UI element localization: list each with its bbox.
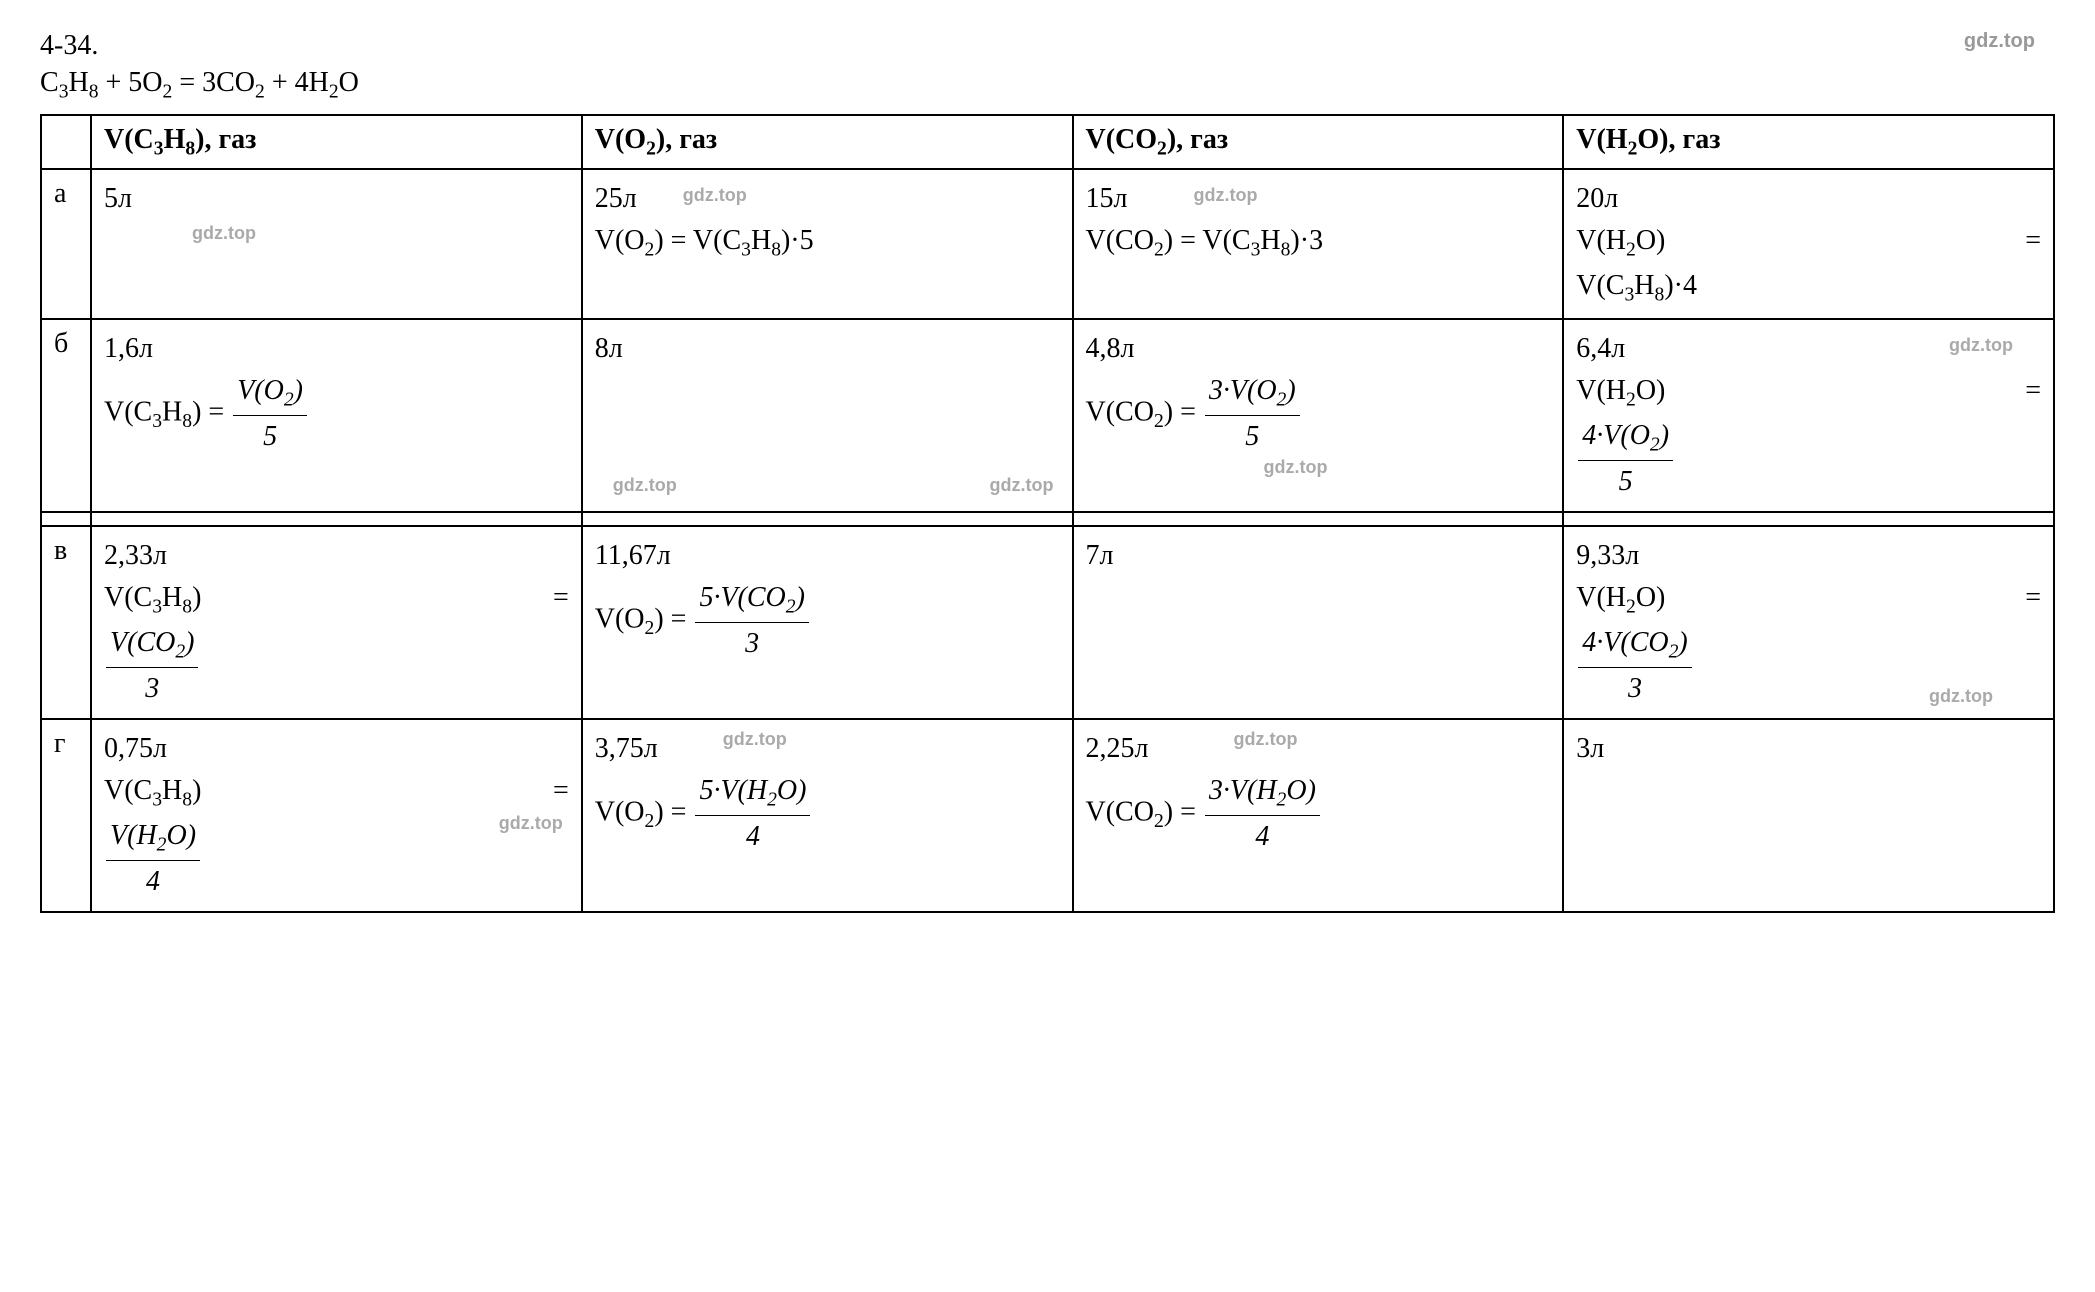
val-b-o2: 8л [595, 333, 623, 364]
watermark: gdz.top [1234, 726, 1298, 753]
cell-c-o2: 11,67л V(O2) = 5·V(CO2)3 [582, 526, 1073, 719]
watermark: gdz.top [613, 472, 677, 499]
val-a-co2: 15л [1086, 183, 1128, 214]
header-section: 4-34. C3H8 + 5O2 = 3CO2 + 4H2O [40, 30, 2055, 104]
val-d-o2: 3,75л [595, 733, 658, 764]
cell-c-c3h8: 2,33л V(C3H8)= V(CO2)3 [91, 526, 582, 719]
watermark: gdz.top [192, 220, 256, 247]
cell-d-h2o: 3л [1563, 719, 2054, 912]
val-c-c3h8: 2,33л [104, 540, 167, 571]
cell-d-o2: 3,75л V(O2) = 5·V(H2O)4 gdz.top [582, 719, 1073, 912]
row-label-a: а [41, 169, 91, 319]
watermark: gdz.top [1949, 332, 2013, 359]
row-label-b: б [41, 319, 91, 512]
val-d-co2: 2,25л [1086, 733, 1149, 764]
val-a-h2o: 20л [1576, 183, 1618, 214]
problem-number: 4-34. [40, 30, 2055, 62]
cell-b-c3h8: 1,6л V(C3H8) = V(O2)5 [91, 319, 582, 512]
watermark: gdz.top [1929, 683, 1993, 710]
val-b-h2o: 6,4л [1576, 333, 1625, 364]
val-c-co2: 7л [1086, 540, 1114, 571]
val-b-co2: 4,8л [1086, 333, 1135, 364]
cell-a-h2o: 20л V(H2O)= V(C3H8)·4 [1563, 169, 2054, 319]
row-label-c: в [41, 526, 91, 719]
watermark: gdz.top [723, 726, 787, 753]
header-c3h8: V(C3H8), газ [91, 115, 582, 170]
watermark: gdz.top [683, 182, 747, 209]
table-row-b: б 1,6л V(C3H8) = V(O2)5 8л gdz.top gdz.t… [41, 319, 2054, 512]
header-h2o: V(H2O), газ [1563, 115, 2054, 170]
table-row-a: а 5л gdz.top 25л gdz.top V(O2) = V(C3H8)… [41, 169, 2054, 319]
watermark: gdz.top [1194, 182, 1258, 209]
cell-c-co2: 7л [1073, 526, 1564, 719]
cell-b-co2: 4,8л V(CO2) = 3·V(O2)5 gdz.top [1073, 319, 1564, 512]
header-co2: V(CO2), газ [1073, 115, 1564, 170]
cell-a-c3h8: 5л gdz.top [91, 169, 582, 319]
cell-d-c3h8: 0,75л V(C3H8)= V(H2O)4 gdz.top [91, 719, 582, 912]
data-table: V(C3H8), газ V(O2), газ V(CO2), газ V(H2… [40, 114, 2055, 913]
cell-b-o2: 8л gdz.top gdz.top [582, 319, 1073, 512]
row-spacer [41, 512, 2054, 526]
val-b-c3h8: 1,6л [104, 333, 153, 364]
header-o2: V(O2), газ [582, 115, 1073, 170]
val-a-o2: 25л [595, 183, 637, 214]
val-c-o2: 11,67л [595, 540, 671, 571]
table-row-c: в 2,33л V(C3H8)= V(CO2)3 11,67л V(O2) = … [41, 526, 2054, 719]
val-d-c3h8: 0,75л [104, 733, 167, 764]
cell-a-co2: 15л gdz.top V(CO2) = V(C3H8)·3 [1073, 169, 1564, 319]
watermark-top-right: gdz.top [1964, 30, 2035, 53]
watermark: gdz.top [990, 472, 1054, 499]
val-a-c3h8: 5л [104, 183, 132, 214]
header-blank [41, 115, 91, 170]
row-label-d: г [41, 719, 91, 912]
val-c-h2o: 9,33л [1576, 540, 1639, 571]
cell-c-h2o: 9,33л V(H2O)= 4·V(CO2)3 gdz.top [1563, 526, 2054, 719]
chemical-equation: C3H8 + 5O2 = 3CO2 + 4H2O [40, 67, 2055, 104]
table-row-d: г 0,75л V(C3H8)= V(H2O)4 gdz.top 3,75л V… [41, 719, 2054, 912]
watermark: gdz.top [1264, 454, 1328, 481]
table-header-row: V(C3H8), газ V(O2), газ V(CO2), газ V(H2… [41, 115, 2054, 170]
val-d-h2o: 3л [1576, 733, 1604, 764]
cell-a-o2: 25л gdz.top V(O2) = V(C3H8)·5 [582, 169, 1073, 319]
cell-b-h2o: 6,4л gdz.top V(H2O)= 4·V(O2)5 [1563, 319, 2054, 512]
cell-d-co2: 2,25л V(CO2) = 3·V(H2O)4 gdz.top [1073, 719, 1564, 912]
